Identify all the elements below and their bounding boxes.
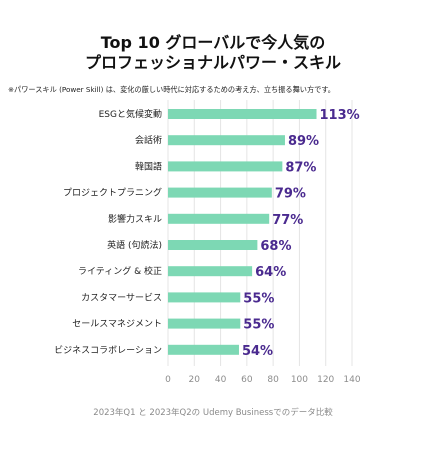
bar: [168, 240, 258, 250]
value-label: 89%: [288, 134, 319, 149]
category-label: カスタマーサービス: [81, 292, 162, 303]
bar: [168, 213, 270, 224]
value-label: 55%: [243, 318, 274, 333]
x-tick-label: 20: [189, 375, 201, 385]
category-label: 英語 (句読法): [107, 239, 162, 251]
category-label: 韓国語: [135, 160, 162, 172]
value-label: 55%: [243, 291, 274, 306]
bars: [168, 109, 317, 355]
value-label: 64%: [255, 265, 286, 280]
x-tick-label: 0: [165, 375, 171, 385]
category-label: 会話術: [135, 134, 162, 146]
bar: [168, 292, 241, 303]
bar: [168, 344, 239, 355]
bar: [168, 266, 253, 277]
x-tick-label: 120: [317, 375, 334, 385]
bar: [168, 161, 283, 172]
chart-title-line-1: Top 10 グローバルで今人気の: [100, 33, 326, 52]
category-label: ESGと気候変動: [99, 108, 162, 120]
bar: [168, 109, 317, 119]
x-tick-label: 60: [241, 375, 253, 385]
value-label: 54%: [242, 344, 273, 359]
bar-chart: 0 20 40 60 80 100 120 140 ESGと気候変動 113% 会話術 89% 韓国語 8…: [54, 100, 361, 385]
x-tick-label: 140: [343, 375, 360, 385]
bar: [168, 135, 285, 146]
value-label: 113%: [320, 108, 360, 123]
value-label: 79%: [275, 187, 306, 202]
value-label: 77%: [272, 213, 303, 228]
data-source-note: 2023年Q1 と 2023年Q2の Udemy Businessでのデータ比較: [93, 408, 333, 418]
value-label: 87%: [285, 160, 316, 175]
bar: [168, 187, 272, 198]
x-tick-label: 40: [215, 375, 227, 385]
value-label: 68%: [260, 239, 291, 254]
chart-note: ※パワースキル (Power Skill) は、変化の厳しい時代に対応するための…: [8, 85, 335, 94]
category-label: プロジェクトプラニング: [63, 187, 162, 199]
category-label: セールスマネジメント: [72, 319, 162, 330]
labels: 0 20 40 60 80 100 120 140 ESGと気候変動 113% 会話術 89% 韓国語 8…: [54, 108, 361, 385]
x-tick-label: 80: [267, 375, 279, 385]
x-tick-label: 100: [291, 375, 308, 385]
chart-title-line-2: プロフェッショナルパワー・スキル: [84, 53, 341, 72]
category-label: 影響力スキル: [108, 213, 162, 225]
bar: [168, 318, 241, 329]
category-label: ライティング & 校正: [78, 265, 162, 277]
category-label: ビジネスコラボレーション: [54, 345, 162, 356]
